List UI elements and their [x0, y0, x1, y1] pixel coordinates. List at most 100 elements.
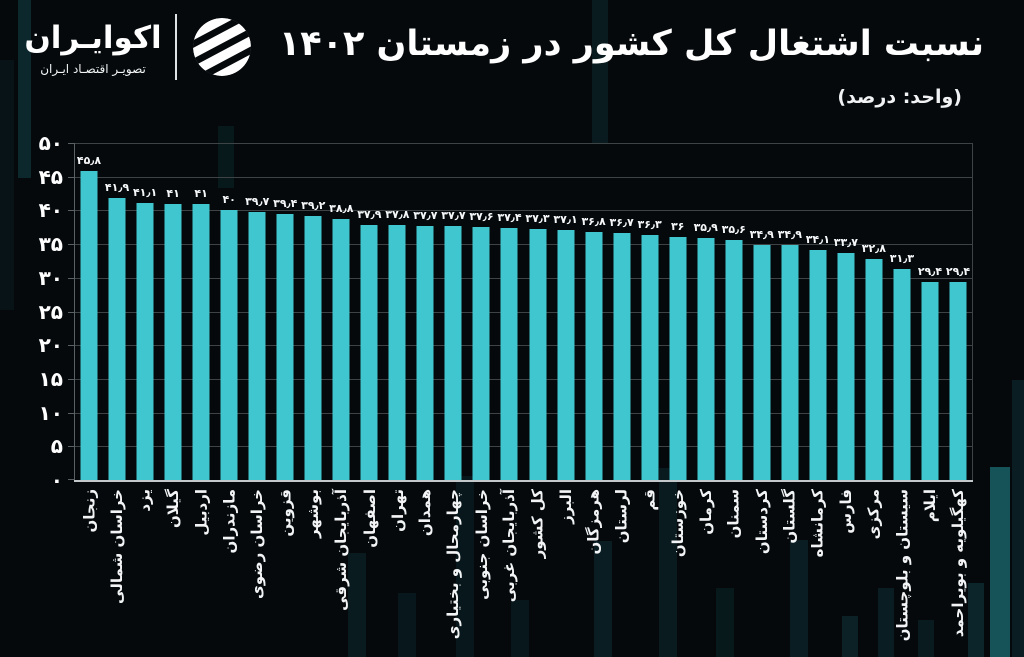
bar	[332, 218, 350, 480]
gridline	[75, 143, 972, 144]
gridline	[75, 345, 972, 347]
bar-group: ۴۱٫۱ یزد	[131, 143, 159, 512]
bar	[444, 225, 462, 480]
x-axis-label: البرز	[556, 489, 575, 524]
bar-group: ۳۴٫۹ گلستان	[776, 143, 804, 544]
y-axis-tick	[68, 176, 75, 178]
bar-group: ۳۴٫۹ کردستان	[748, 143, 776, 554]
background-bar-decoration	[990, 467, 1010, 657]
bar	[893, 269, 911, 480]
bar-value-label: ۳۹٫۲	[301, 198, 326, 212]
bar-group: ۳۷٫۸ تهران	[383, 143, 411, 532]
x-axis-label: مرکزی	[864, 489, 883, 540]
bar	[557, 229, 575, 480]
bar	[108, 197, 126, 480]
bars-container: ۴۵٫۸ زنجان ۴۱٫۹ خراسان شمالی ۴۱٫۱ یزد ۴۱ گیلان ۴…	[75, 143, 972, 641]
bar-value-label: ۳۶٫۷	[609, 215, 634, 229]
background-bar-decoration	[592, 0, 608, 143]
x-axis-label: گیلان	[164, 489, 183, 529]
bar-group: ۳۷٫۹ اصفهان	[355, 143, 383, 548]
bar	[921, 281, 939, 480]
y-axis-label: ۳۵	[38, 232, 63, 257]
bar-value-label: ۳۹٫۴	[273, 197, 298, 211]
x-axis-label: لرستان	[612, 489, 631, 544]
bar	[304, 215, 322, 480]
bar	[809, 250, 827, 480]
bar	[472, 226, 490, 480]
bar-group: ۳۶٫۷ لرستان	[608, 143, 636, 544]
bar	[164, 203, 182, 480]
bar-value-label: ۴۵٫۸	[76, 154, 102, 168]
bar	[220, 210, 238, 480]
bar-group: ۳۹٫۷ خراسان رضوی	[243, 143, 271, 599]
y-axis-label: ۵۰	[38, 131, 63, 155]
x-axis-label: کرمانشاه	[808, 489, 827, 558]
x-axis-label: کل کشور	[528, 489, 547, 559]
bar-group: ۴۱ اردبیل	[187, 143, 215, 536]
bar	[865, 258, 883, 480]
background-bar-decoration	[348, 553, 366, 657]
bar-group: ۳۷٫۴ آذربایجان غربی	[495, 143, 523, 602]
bar	[585, 232, 603, 480]
x-axis-label: خوزستان	[668, 489, 687, 558]
bar	[641, 235, 659, 480]
bar	[837, 252, 855, 480]
bar	[500, 227, 518, 480]
background-bar-decoration	[842, 616, 858, 657]
bar-group: ۴۰ مازندران	[215, 143, 243, 553]
x-axis-label: یزد	[136, 489, 155, 512]
background-bar-decoration	[716, 588, 734, 657]
x-axis-label: سیستان و بلوچستان	[892, 489, 911, 642]
y-axis-tick	[68, 277, 75, 279]
bar	[669, 237, 687, 480]
x-axis-label: ایلام	[920, 489, 939, 523]
ecoiran-striped-sphere-icon	[190, 15, 254, 79]
x-axis-label: اصفهان	[360, 489, 379, 548]
bar-group: ۲۹٫۴ ایلام	[916, 143, 944, 522]
background-bar-decoration	[0, 60, 14, 310]
bar-value-label: ۳۵٫۶	[721, 223, 746, 237]
gridline	[75, 176, 972, 178]
x-axis-label: آذربایجان شرقی	[332, 489, 351, 611]
gridline	[75, 277, 972, 279]
bar-value-label: ۲۹٫۴	[945, 264, 971, 278]
bar-value-label: ۴۱٫۹	[104, 180, 130, 194]
y-axis-label: ۳۰	[38, 265, 63, 290]
x-axis-label: چهارمحال و بختیاری	[444, 489, 463, 640]
y-axis-tick	[68, 244, 75, 246]
bar-group: ۳۶٫۸ هرمزگان	[580, 143, 608, 555]
bar-value-label: ۴۱	[194, 186, 208, 200]
y-axis-label: ۰	[50, 468, 63, 492]
bar-value-label: ۳۴٫۹	[749, 227, 774, 241]
x-axis-label: قم	[640, 489, 659, 511]
x-axis-label: تهران	[388, 489, 407, 532]
bar-value-label: ۳۷٫۸	[385, 208, 410, 222]
y-axis-label: ۲۰	[38, 333, 63, 358]
page-title: نسبت اشتغال کل کشور در زمستان ۱۴۰۲	[278, 24, 984, 64]
y-axis-tick	[68, 143, 75, 144]
bar	[697, 238, 715, 480]
background-bar-decoration	[1012, 380, 1024, 657]
x-axis-label: هرمزگان	[584, 489, 603, 555]
bar-value-label: ۳۷٫۹	[357, 207, 382, 221]
y-axis-tick	[68, 479, 75, 480]
y-axis-label: ۱۵	[38, 366, 63, 391]
bar-value-label: ۳۷٫۳	[525, 211, 550, 225]
bar	[416, 225, 434, 480]
bar-group: ۳۶ خوزستان	[664, 143, 692, 557]
bar	[753, 244, 771, 480]
background-bar-decoration	[594, 541, 612, 657]
x-axis-label: زنجان	[80, 489, 99, 533]
bar	[781, 244, 799, 480]
bar-group: ۴۱٫۹ خراسان شمالی	[103, 143, 131, 604]
bar-group: ۳۹٫۴ قزوین	[271, 143, 299, 536]
background-bar-decoration	[511, 600, 529, 657]
gridline	[75, 311, 972, 313]
x-axis-label: آذربایجان غربی	[500, 489, 519, 603]
x-axis-label: کردستان	[752, 489, 771, 555]
bar-value-label: ۳۸٫۸	[329, 201, 354, 215]
background-bar-decoration	[790, 540, 808, 657]
bar-value-label: ۳۷٫۴	[497, 210, 522, 224]
bar-value-label: ۳۶٫۸	[581, 214, 606, 228]
